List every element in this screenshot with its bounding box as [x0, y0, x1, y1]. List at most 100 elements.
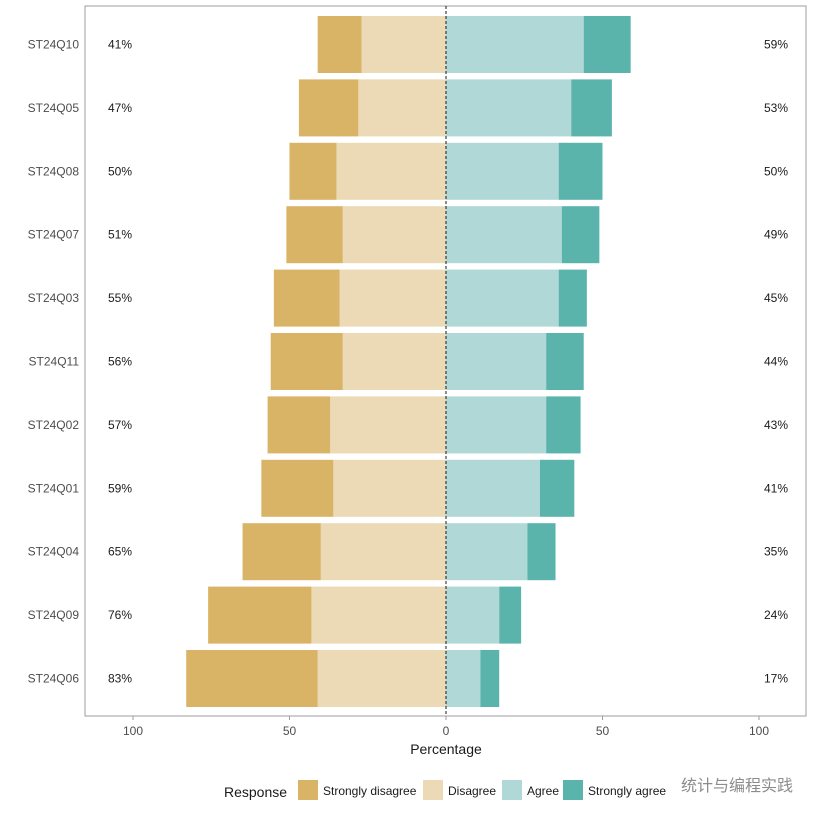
bar-agree [446, 459, 540, 517]
bar-strongly-disagree [298, 79, 359, 137]
bar-strongly-agree [583, 16, 631, 73]
bar-disagree [339, 269, 446, 327]
x-tick-label: 0 [443, 724, 450, 738]
bar-disagree [342, 333, 446, 390]
bar-disagree [317, 650, 446, 707]
right-percent-label: 17% [764, 672, 788, 686]
bar-disagree [311, 586, 446, 644]
bar-strongly-disagree [242, 523, 321, 581]
left-percent-label: 50% [108, 164, 132, 178]
bar-disagree [333, 459, 446, 517]
left-percent-label: 41% [108, 38, 132, 52]
watermark: 统计与编程实践 [681, 777, 793, 795]
legend-title: Response [224, 784, 287, 800]
bar-agree [446, 142, 559, 200]
left-percent-label: 51% [108, 228, 132, 242]
x-tick-label: 100 [749, 724, 769, 738]
bar-agree [446, 396, 547, 454]
bar-strongly-disagree [286, 206, 343, 264]
bar-strongly-disagree [208, 586, 312, 644]
y-tick-label: ST24Q04 [28, 545, 80, 559]
legend-key [298, 780, 318, 800]
left-percent-label: 83% [108, 672, 132, 686]
legend-key [423, 780, 443, 800]
left-percent-label: 55% [108, 291, 132, 305]
bar-strongly-agree [571, 79, 612, 137]
percent-labels: 41% 59% 47% 53% 50% 50% 51% 49% 55% 45% 56% 44% 57% 4… [108, 38, 788, 686]
bar-disagree [320, 523, 446, 581]
bar-strongly-agree [480, 650, 500, 707]
bar-disagree [336, 142, 446, 200]
bar-strongly-agree [527, 523, 556, 581]
right-percent-label: 50% [764, 164, 788, 178]
bar-agree [446, 269, 559, 327]
bar-disagree [342, 206, 446, 264]
x-axis: 100 50 0 50 100 [123, 716, 769, 738]
y-tick-label: ST24Q08 [28, 164, 80, 178]
x-tick-label: 100 [123, 724, 143, 738]
bar-strongly-agree [558, 142, 603, 200]
left-percent-label: 57% [108, 418, 132, 432]
bar-agree [446, 523, 528, 581]
bar-strongly-disagree [317, 16, 362, 73]
y-tick-label: ST24Q01 [28, 481, 80, 495]
bar-strongly-disagree [270, 333, 343, 390]
bar-strongly-agree [539, 459, 575, 517]
bar-strongly-agree [546, 333, 584, 390]
legend-label: Strongly agree [588, 784, 666, 798]
bar-agree [446, 586, 500, 644]
right-percent-label: 45% [764, 291, 788, 305]
bar-strongly-disagree [261, 459, 334, 517]
x-axis-title: Percentage [410, 741, 482, 757]
bar-disagree [361, 16, 446, 73]
y-axis-labels: ST24Q10 ST24Q05 ST24Q08 ST24Q07 ST24Q03 ST24Q… [28, 38, 80, 686]
y-tick-label: ST24Q09 [28, 608, 80, 622]
y-tick-label: ST24Q07 [28, 228, 80, 242]
bar-agree [446, 206, 562, 264]
legend-label: Strongly disagree [323, 784, 417, 798]
bar-strongly-disagree [186, 650, 318, 707]
bar-disagree [330, 396, 446, 454]
y-tick-label: ST24Q10 [28, 38, 80, 52]
left-percent-label: 56% [108, 355, 132, 369]
y-tick-label: ST24Q02 [28, 418, 80, 432]
left-percent-label: 47% [108, 101, 132, 115]
y-tick-label: ST24Q06 [28, 672, 80, 686]
legend-label: Agree [527, 784, 559, 798]
legend-items: Strongly disagree Disagree Agree Strongly a… [298, 780, 666, 800]
right-percent-label: 53% [764, 101, 788, 115]
right-percent-label: 43% [764, 418, 788, 432]
bar-strongly-agree [558, 269, 587, 327]
bar-strongly-disagree [267, 396, 331, 454]
bar-disagree [358, 79, 446, 137]
right-percent-label: 59% [764, 38, 788, 52]
bar-agree [446, 333, 547, 390]
bar-strongly-disagree [289, 142, 337, 200]
legend: Response Strongly disagree Disagree Agree S… [224, 780, 666, 800]
left-percent-label: 65% [108, 545, 132, 559]
bar-strongly-agree [561, 206, 600, 264]
right-percent-label: 35% [764, 545, 788, 559]
bar-strongly-agree [546, 396, 581, 454]
y-tick-label: ST24Q05 [28, 101, 80, 115]
x-tick-label: 50 [596, 724, 610, 738]
right-percent-label: 24% [764, 608, 788, 622]
left-percent-label: 59% [108, 481, 132, 495]
bar-strongly-agree [499, 586, 522, 644]
x-tick-label: 50 [283, 724, 297, 738]
right-percent-label: 49% [764, 228, 788, 242]
bar-agree [446, 650, 481, 707]
y-tick-label: ST24Q03 [28, 291, 80, 305]
bar-strongly-disagree [273, 269, 340, 327]
right-percent-label: 44% [764, 355, 788, 369]
bar-agree [446, 79, 572, 137]
right-percent-label: 41% [764, 481, 788, 495]
bar-agree [446, 16, 584, 73]
y-tick-label: ST24Q11 [29, 355, 80, 369]
bars-layer [186, 16, 631, 707]
legend-label: Disagree [448, 784, 496, 798]
left-percent-label: 76% [108, 608, 132, 622]
legend-key [563, 780, 583, 800]
legend-key [502, 780, 522, 800]
